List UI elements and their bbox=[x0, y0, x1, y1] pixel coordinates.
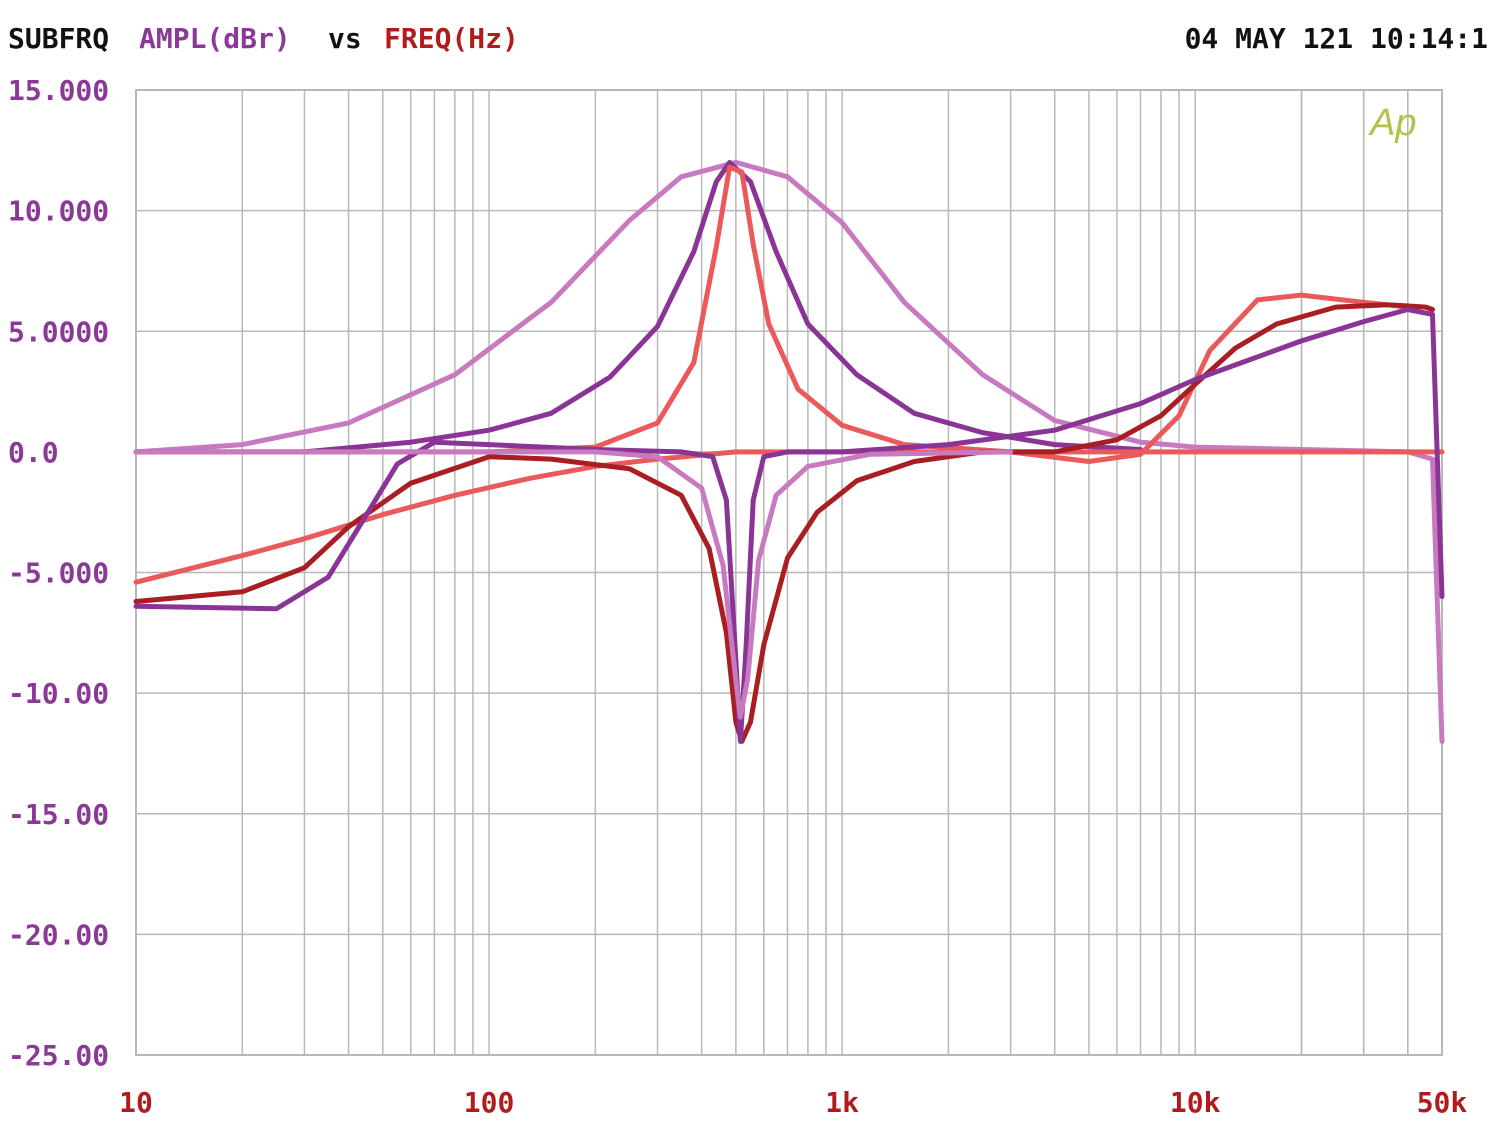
y-tick-label: -10.00 bbox=[8, 677, 109, 710]
series-line-3 bbox=[133, 164, 1411, 464]
series-layer bbox=[133, 159, 1445, 744]
timestamp: 04 MAY 121 10:14:1 bbox=[1185, 22, 1488, 55]
x-tick-label: 50k bbox=[1417, 1086, 1468, 1119]
x-tick-label: 1k bbox=[825, 1086, 859, 1119]
y-tick-label: 5.0000 bbox=[8, 315, 109, 348]
y-tick-label: -20.00 bbox=[8, 918, 109, 951]
y-tick-labels: 15.000 10.000 5.0000 0.0 -5.000 -10.00 -15.00 -… bbox=[8, 74, 109, 1072]
series-line-7 bbox=[133, 449, 1014, 720]
ap-logo: Ap bbox=[1368, 102, 1416, 144]
x-tick-label: 10 bbox=[119, 1086, 153, 1119]
x-tick-label: 100 bbox=[464, 1086, 515, 1119]
y-tick-label: -15.00 bbox=[8, 798, 109, 831]
header-vs: vs bbox=[328, 22, 362, 55]
series-line-6 bbox=[133, 307, 1445, 744]
y-tick-label: 15.000 bbox=[8, 74, 109, 107]
y-tick-label: 10.000 bbox=[8, 195, 109, 228]
x-tick-labels: 10 100 1k 10k 50k bbox=[119, 1086, 1467, 1119]
x-tick-label: 10k bbox=[1170, 1086, 1221, 1119]
header-prefix: SUBFRQ bbox=[8, 22, 109, 55]
series-line-2 bbox=[133, 159, 1143, 455]
x-axis-label: FREQ(Hz) bbox=[384, 22, 519, 55]
series-line-5 bbox=[133, 302, 1435, 744]
y-tick-label: -25.00 bbox=[8, 1039, 109, 1072]
y-axis-label: AMPL(dBr) bbox=[139, 22, 291, 55]
y-tick-label: 0.0 bbox=[8, 436, 59, 469]
y-tick-label: -5.000 bbox=[8, 557, 109, 590]
